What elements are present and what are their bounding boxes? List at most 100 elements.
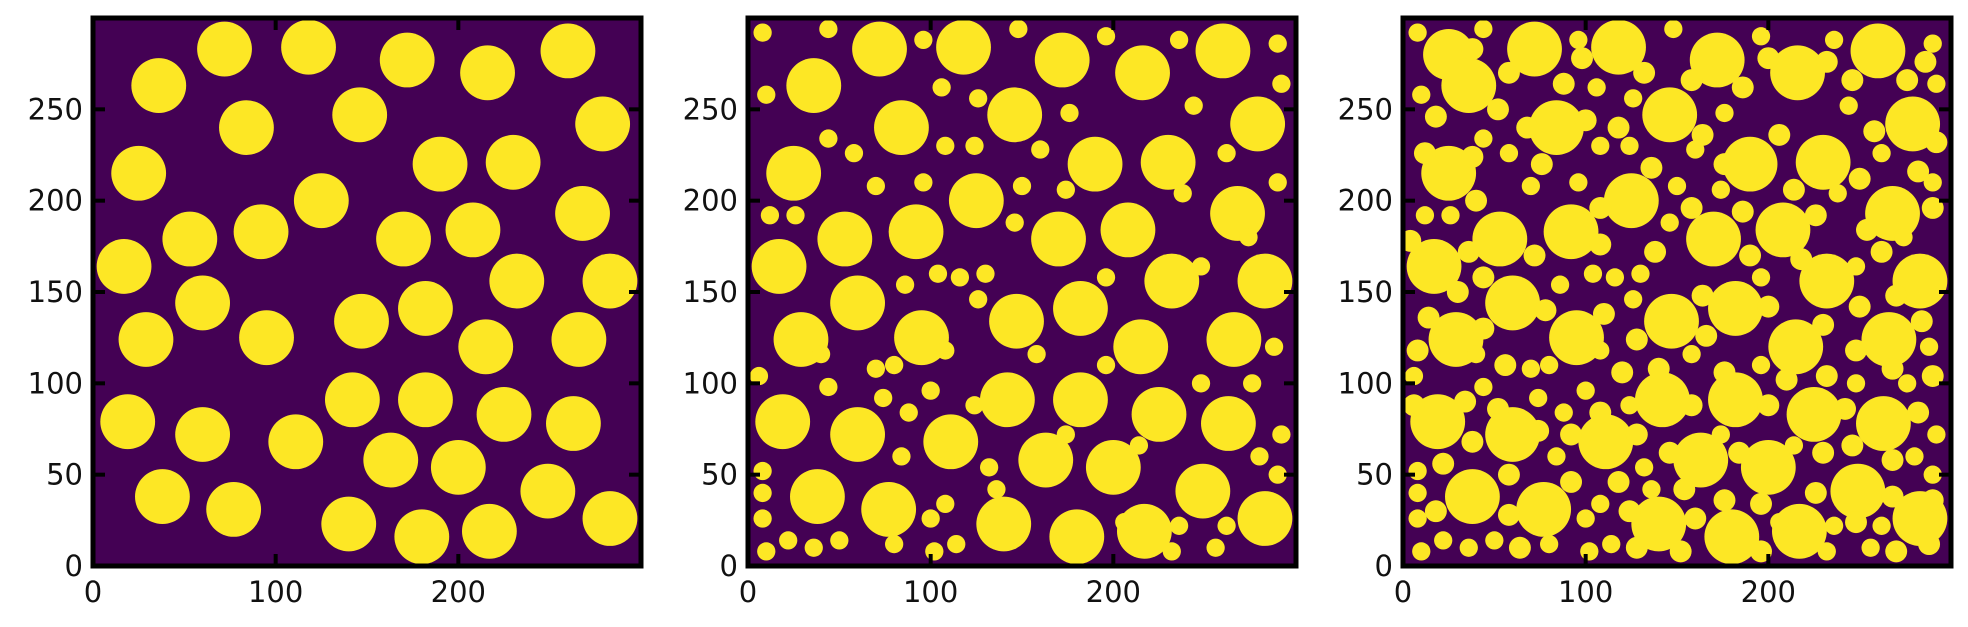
particle [874, 388, 893, 408]
particle [1625, 328, 1648, 351]
particle [1060, 103, 1079, 123]
particle [1459, 538, 1478, 557]
particle [1644, 293, 1699, 349]
x-tick-label: 200 [1086, 575, 1141, 609]
particle [1686, 211, 1741, 267]
particle [1896, 69, 1919, 92]
particle [1169, 516, 1189, 535]
x-tick-label: 0 [739, 575, 757, 609]
particle [1527, 419, 1550, 442]
particle [1711, 425, 1730, 444]
particle [1412, 542, 1431, 561]
particle [1408, 483, 1427, 503]
particle [1162, 542, 1181, 561]
particle [1784, 436, 1804, 455]
particle [1925, 131, 1948, 154]
particle [928, 439, 948, 459]
particle [1441, 206, 1460, 225]
particle [888, 204, 944, 260]
particle [753, 509, 772, 528]
particle [582, 253, 638, 309]
particle [1708, 281, 1763, 336]
particle [1404, 366, 1424, 386]
y-tick-label: 200 [28, 184, 83, 218]
particle [175, 275, 231, 331]
particle [1872, 144, 1891, 163]
particle [936, 136, 955, 155]
y-tick-label: 150 [1338, 275, 1393, 309]
particle [1201, 396, 1256, 451]
particle [1591, 494, 1610, 514]
particle [1465, 189, 1488, 212]
particle [1918, 533, 1941, 556]
particle [914, 173, 933, 192]
particle [485, 134, 541, 190]
particle [1457, 240, 1480, 263]
panel-3-tick-labels: 0 100 200 0 50 100 150 200 250 [1338, 92, 1796, 609]
particle [1485, 275, 1540, 331]
particle [786, 206, 805, 225]
particle [1689, 32, 1745, 88]
particle [1434, 531, 1453, 550]
particle [1474, 19, 1493, 39]
particle [1812, 441, 1835, 464]
particle [520, 463, 576, 519]
particle [1508, 536, 1531, 559]
particle [1751, 355, 1771, 375]
particle [1497, 61, 1520, 84]
particle [1550, 275, 1570, 294]
particle [1521, 359, 1541, 378]
particle [1497, 503, 1520, 526]
y-tick-label: 150 [683, 275, 738, 309]
particle [1560, 471, 1583, 493]
particle [1711, 180, 1730, 199]
particle [1644, 240, 1667, 263]
particle [1919, 337, 1939, 356]
particle [965, 136, 984, 155]
particle [1625, 423, 1648, 446]
particle [1499, 144, 1519, 163]
particle [412, 136, 468, 192]
particle [1757, 394, 1780, 417]
particle [1605, 268, 1625, 287]
particle [1620, 136, 1639, 155]
particle [334, 293, 389, 349]
particle [1691, 284, 1714, 307]
particle [1005, 213, 1024, 232]
particle [1731, 76, 1754, 99]
particle [1206, 312, 1262, 367]
particle [925, 542, 944, 561]
particle [1576, 381, 1595, 400]
particle [1406, 239, 1462, 294]
particle [1115, 513, 1134, 532]
particle [979, 372, 1035, 428]
particle [1751, 27, 1771, 46]
particle [1755, 202, 1811, 258]
particle [1845, 511, 1867, 534]
particle [1620, 396, 1639, 415]
particle [1497, 463, 1520, 486]
particle [1113, 319, 1169, 375]
particle [293, 173, 349, 229]
particle [394, 509, 450, 565]
particle [1472, 317, 1495, 340]
particle [1096, 355, 1116, 375]
particle [1872, 516, 1891, 535]
particle [1408, 509, 1427, 528]
particle [844, 144, 864, 163]
x-tick-label: 100 [903, 575, 958, 609]
particle [268, 414, 324, 470]
particle [1751, 268, 1771, 287]
y-tick-label: 0 [1375, 549, 1393, 583]
particle [1848, 295, 1871, 318]
particle [546, 396, 601, 451]
y-tick-label: 0 [720, 549, 738, 583]
particle [1658, 441, 1681, 464]
particle [1100, 202, 1156, 258]
particle [753, 461, 772, 481]
particle [1432, 452, 1455, 475]
y-tick-label: 250 [683, 92, 738, 126]
particle [1603, 173, 1659, 229]
particle [1540, 355, 1559, 375]
particle [135, 469, 190, 524]
